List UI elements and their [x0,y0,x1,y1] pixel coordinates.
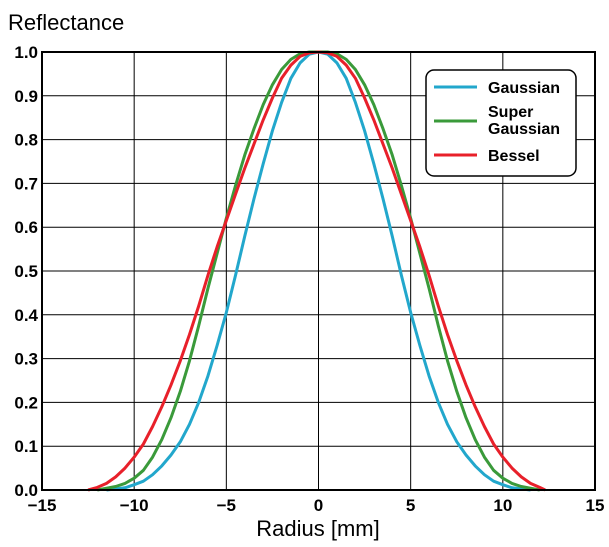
legend-box [425,69,577,177]
y-tick-label: 0.5 [14,262,38,281]
x-tick-label: 15 [586,496,605,515]
y-tick-label: 0.8 [14,131,38,150]
y-axis-title: Reflectance [8,10,124,35]
legend-label-gaussian: Gaussian [488,80,560,97]
x-tick-label: 5 [406,496,415,515]
plot-frame [41,51,596,491]
y-tick-label: 0.4 [14,306,38,325]
legend-label-super-gaussian-line1: Super [488,104,533,121]
x-tick-label: −15 [28,496,57,515]
y-tick-labels: 0.0 0.1 0.2 0.3 0.4 0.5 0.6 0.7 0.8 0.9 1.0 [14,43,38,500]
y-tick-label: 0.9 [14,87,38,106]
x-tick-labels: −15 −10 −5 0 5 10 15 [28,496,605,515]
y-tick-label: 1.0 [14,43,38,62]
x-tick-label: 10 [493,496,512,515]
y-tick-label: 0.1 [14,437,38,456]
y-tick-label: 0.3 [14,350,38,369]
y-tick-label: 0.6 [14,218,38,237]
legend-label-super-gaussian-line2: Gaussian [488,121,560,138]
y-tick-label: 0.2 [14,393,38,412]
x-tick-label: 0 [314,496,323,515]
y-tick-label: 0.7 [14,174,38,193]
x-tick-label: −5 [217,496,236,515]
legend-label-bessel: Bessel [488,148,540,165]
legend: Gaussian Super Gaussian Bessel [425,69,577,177]
y-tick-label: 0.0 [14,481,38,500]
x-axis-title: Radius [mm] [256,516,379,541]
x-tick-label: −10 [120,496,149,515]
